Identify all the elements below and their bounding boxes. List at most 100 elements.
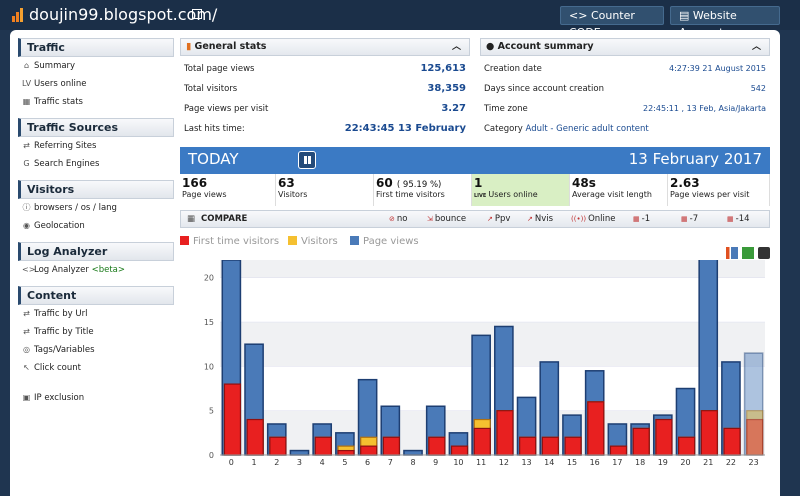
today-bar: TODAY 13 February 2017	[180, 147, 770, 174]
bar-first-time-visitors[interactable]	[450, 445, 469, 456]
sidebar-item-4-3[interactable]: ↖ Click count	[18, 359, 174, 377]
kpi-number: 166	[182, 176, 208, 190]
account-row: Days since account creation 542	[484, 80, 766, 98]
stat-row: Total page views 125,613	[184, 60, 466, 78]
cursor-icon: ↖	[23, 363, 30, 372]
code-icon: <>	[569, 9, 591, 22]
grid-band	[220, 260, 765, 278]
bar-first-time-visitors[interactable]	[473, 427, 491, 456]
sidebar-item-label: Referring Sites	[34, 141, 97, 151]
sidebar-item-4-1[interactable]: ⇄ Traffic by Title	[18, 323, 174, 341]
account-row: Creation date 4:27:39 21 August 2015	[484, 60, 766, 78]
sidebar-section-1[interactable]: Traffic Sources	[18, 118, 174, 137]
compare-ppv-button[interactable]: ↗ Ppv	[487, 211, 510, 227]
sidebar-section-2[interactable]: Visitors	[18, 180, 174, 199]
bar-first-time-visitors[interactable]	[564, 436, 582, 456]
bar-first-time-visitors[interactable]	[655, 418, 673, 456]
account-summary-header[interactable]: ● Account summary ︿	[480, 38, 770, 56]
beta-tag: <beta>	[91, 265, 125, 275]
compare-title[interactable]: COMPARE	[201, 214, 248, 224]
category-link[interactable]: Adult - Generic adult content	[525, 124, 649, 134]
camera-icon[interactable]	[758, 247, 770, 259]
sidebar-item-label: Traffic by Url	[34, 309, 88, 319]
sidebar-item-1-1[interactable]: G Search Engines	[18, 155, 174, 173]
area-chart-toggle-icon[interactable]	[742, 247, 754, 259]
x-tick-label: 19	[658, 458, 668, 465]
compare-nvis-button[interactable]: ↗ Nvis	[527, 211, 553, 227]
sidebar-item-1-0[interactable]: ⇄ Referring Sites	[18, 137, 174, 155]
bar-first-time-visitors[interactable]	[314, 436, 332, 456]
x-tick-label: 0	[229, 458, 234, 465]
compare-minus-1-button[interactable]: ▦ -1	[633, 211, 650, 227]
x-tick-label: 17	[612, 458, 622, 465]
sidebar-item-0-1[interactable]: LV Users online	[18, 75, 174, 93]
compare-minus-7-button[interactable]: ▦ -7	[681, 211, 698, 227]
bar-first-time-visitors[interactable]	[541, 436, 559, 456]
compare-online-button[interactable]: ((•)) Online	[571, 211, 615, 227]
sidebar-item-2-1[interactable]: ◉ Geolocation	[18, 217, 174, 235]
sidebar-item-2-0[interactable]: ⓘ browsers / os / lang	[18, 199, 174, 217]
kpi-number: 1	[474, 176, 483, 190]
bar-first-time-visitors[interactable]	[496, 410, 514, 456]
pause-button[interactable]	[298, 151, 316, 169]
legend-item[interactable]: Page views	[350, 236, 419, 247]
chevron-up-icon[interactable]: ︿	[751, 42, 761, 52]
bar-first-time-visitors[interactable]	[360, 445, 378, 456]
bar-first-time-visitors[interactable]	[609, 445, 628, 456]
legend-item[interactable]: Visitors	[288, 236, 338, 247]
bar-first-time-visitors[interactable]	[337, 449, 355, 456]
bar-first-time-visitors[interactable]	[700, 410, 718, 456]
kpi-0: 166 Page views	[180, 174, 276, 206]
compare-label: Ppv	[494, 214, 511, 224]
stat-label: Last hits time:	[184, 124, 245, 134]
sidebar-item-0-0[interactable]: ⌂ Summary	[18, 57, 174, 75]
sidebar-item-ip-exclusion[interactable]: ▣ IP exclusion	[18, 389, 174, 407]
legend-swatch	[180, 236, 189, 245]
compare-minus-14-button[interactable]: ▦ -14	[727, 211, 750, 227]
bar-first-time-visitors[interactable]	[382, 436, 400, 456]
bar-chart-toggle-icon[interactable]	[726, 247, 738, 259]
sidebar-item-4-0[interactable]: ⇄ Traffic by Url	[18, 305, 174, 323]
external-link-icon[interactable]	[192, 9, 202, 19]
general-stats-header[interactable]: ▮ General stats ︿	[180, 38, 470, 56]
kpi-number: 2.63	[670, 176, 700, 190]
sidebar-section-4[interactable]: Content	[18, 286, 174, 305]
legend-label: Page views	[363, 236, 419, 247]
user-icon: ●	[486, 41, 495, 52]
site-title[interactable]: doujin99.blogspot.com/	[29, 5, 218, 24]
compare-bounce-button[interactable]: ⇲ bounce	[427, 211, 466, 227]
sidebar-section-3[interactable]: Log Analyzer	[18, 242, 174, 261]
sidebar-item-3-0[interactable]: <>Log Analyzer <beta>	[18, 261, 174, 279]
sidebar-item-0-2[interactable]: ▦ Traffic stats	[18, 93, 174, 111]
bar-first-time-visitors[interactable]	[587, 401, 605, 456]
website-account-button[interactable]: ▤ Website Account	[670, 6, 780, 39]
link-icon: ⇄	[23, 309, 30, 318]
bar-first-time-visitors[interactable]	[428, 436, 446, 456]
bar-first-time-visitors[interactable]	[746, 418, 764, 456]
kpi-5: 2.63 Page views per visit	[668, 174, 770, 206]
bar-first-time-visitors[interactable]	[519, 436, 537, 456]
sidebar-item-label: Users online	[34, 79, 87, 89]
bar-first-time-visitors[interactable]	[269, 436, 287, 456]
kpi-value: 63	[278, 176, 371, 190]
bar-page-views[interactable]	[403, 449, 423, 456]
sidebar-section-0[interactable]: Traffic	[18, 38, 174, 57]
x-tick-label: 15	[567, 458, 577, 465]
bar-first-time-visitors[interactable]	[723, 427, 741, 456]
compare-minus-14-icon: ▦	[727, 215, 734, 223]
chevron-up-icon[interactable]: ︿	[451, 42, 461, 52]
legend-label: First time visitors	[193, 236, 280, 247]
sidebar-item-4-2[interactable]: ◎ Tags/Variables	[18, 341, 174, 359]
bar-page-views[interactable]	[289, 449, 310, 456]
counter-code-button[interactable]: <> Counter CODE	[560, 6, 664, 39]
legend-item[interactable]: First time visitors	[180, 236, 279, 247]
bar-first-time-visitors[interactable]	[678, 436, 696, 456]
stat-label: Total visitors	[184, 84, 238, 94]
sidebar-item-label: Click count	[34, 363, 81, 373]
bar-first-time-visitors[interactable]	[246, 418, 264, 456]
account-value: 542	[750, 84, 766, 93]
bar-first-time-visitors[interactable]	[632, 427, 650, 456]
compare-minus-1-icon: ▦	[633, 215, 640, 223]
compare-no-button[interactable]: ⊘ no	[389, 211, 407, 227]
bar-first-time-visitors[interactable]	[223, 383, 242, 456]
